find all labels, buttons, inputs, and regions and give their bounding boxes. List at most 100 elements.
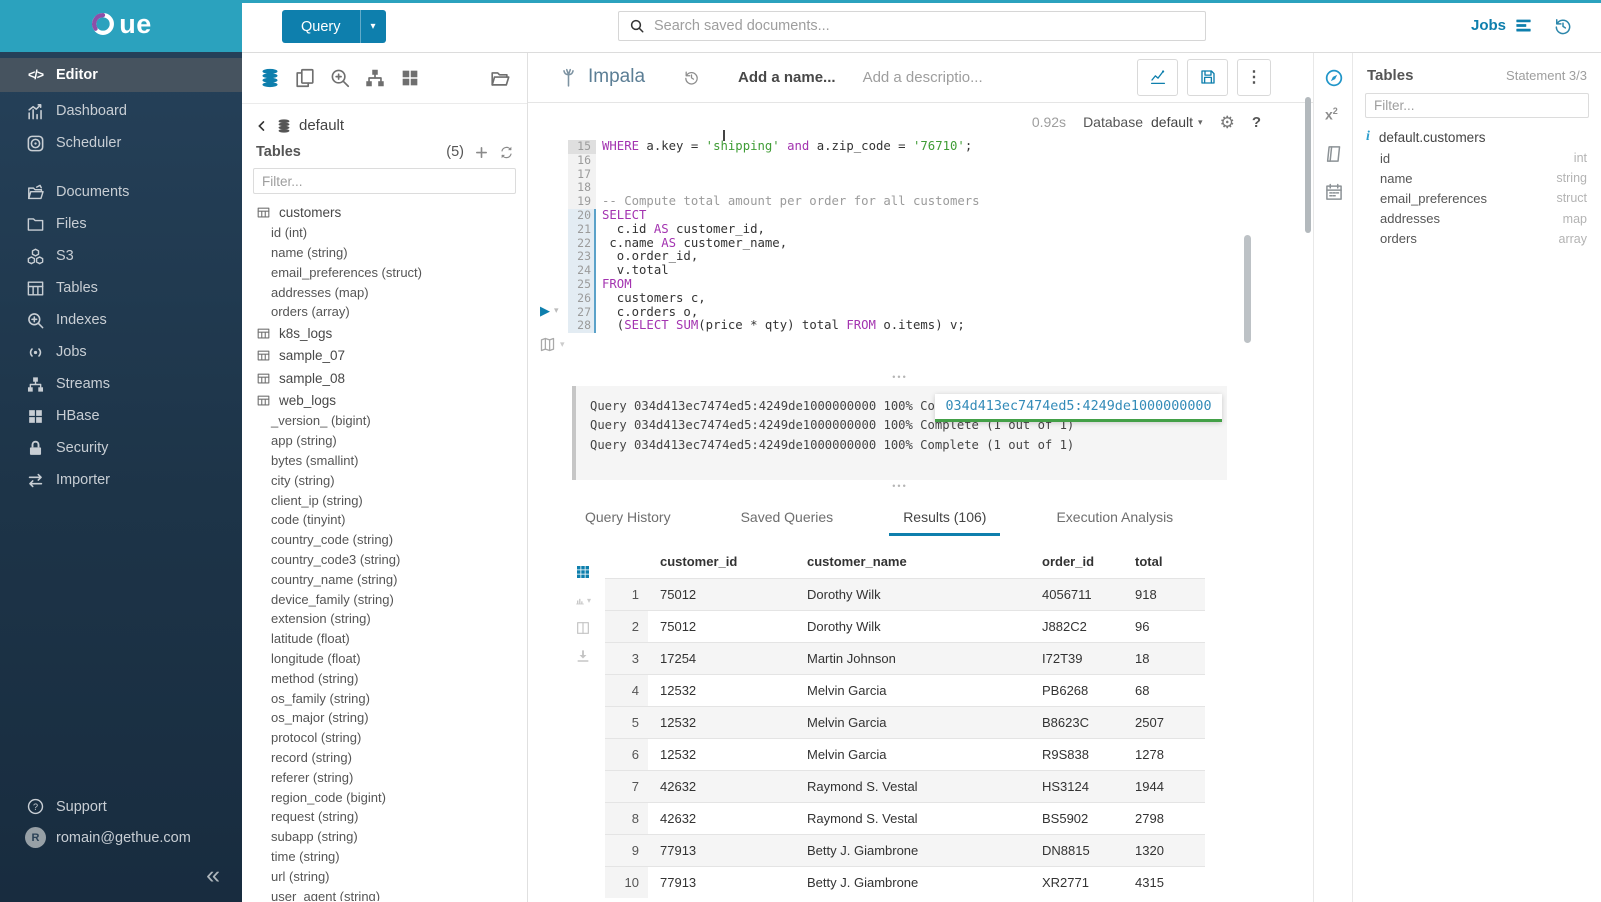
language-reference-icon[interactable] [1324,144,1344,164]
tab-execution-analysis[interactable]: Execution Analysis [1056,509,1174,525]
sidebar-item-dashboard[interactable]: Dashboard [0,95,242,127]
sidebar-item-security[interactable]: Security [0,432,242,464]
result-row[interactable]: 10 77913 Betty J. Giambrone XR2771 4315 [605,866,1205,898]
code-line-20[interactable]: 20 SELECT [568,208,1243,223]
add-table-icon[interactable] [474,145,489,160]
sidebar-item-streams[interactable]: Streams [0,368,242,400]
save-button[interactable] [1187,58,1228,96]
user-account[interactable]: R romain@gethue.com [0,822,242,853]
tab-query-history[interactable]: Query History [585,509,671,525]
apps-grid-icon[interactable] [399,67,421,89]
functions-icon[interactable]: x2 [1325,106,1338,123]
query-name-field[interactable]: Add a name... [738,68,836,86]
column-item[interactable]: referer (string) [271,769,354,785]
sidebar-item-editor[interactable]: </> Editor [0,58,242,92]
resize-handle-top[interactable]: ••• [892,372,908,382]
help-question-icon[interactable]: ? [1251,113,1261,131]
column-item[interactable]: extension (string) [271,611,371,627]
column-item[interactable]: subapp (string) [271,829,358,845]
result-row[interactable]: 2 75012 Dorothy Wilk J882C2 96 [605,610,1205,643]
sidebar-item-files[interactable]: Files [0,208,242,240]
code-line-28[interactable]: 28 (SELECT SUM(price * qty) total FROM o… [568,318,1243,334]
main-scrollbar[interactable] [1305,97,1311,233]
column-item[interactable]: longitude (float) [271,651,361,667]
table-item-sample_08[interactable]: sample_08 [242,367,527,389]
column-item[interactable]: addresses (map) [271,284,369,300]
column-item[interactable]: url (string) [271,868,330,884]
query-id-tooltip[interactable]: 034d413ec7474ed5:4249de1000000000 [935,394,1222,422]
search-input[interactable] [645,17,1205,35]
column-item[interactable]: method (string) [271,670,359,686]
sidebar-item-s3[interactable]: S3 [0,240,242,272]
code-line-23[interactable]: 23 o.order_id, [568,249,1243,265]
code-line-22[interactable]: 22 c.name AS customer_name, [568,236,1243,251]
search-plus-icon[interactable] [329,67,351,89]
column-item[interactable]: bytes (smallint) [271,453,359,469]
right-column-id[interactable]: id int [1353,148,1601,168]
code-line-19[interactable]: 19 -- Compute total amount per order for … [568,194,1243,209]
more-actions-button[interactable]: ⋮ [1237,58,1271,96]
column-item[interactable]: country_code (string) [271,532,394,548]
column-item[interactable]: name (string) [271,245,348,261]
sidebar-collapse-button[interactable]: « [206,861,220,889]
column-item[interactable]: time (string) [271,849,340,864]
right-filter-input[interactable] [1365,93,1589,118]
query-button[interactable]: Query ▾ [282,10,386,43]
table-item-sample_07[interactable]: sample_07 [242,345,527,367]
column-item[interactable]: id (int) [271,225,308,241]
editor-scrollbar[interactable] [1244,235,1251,343]
grid-view-icon[interactable] [575,564,591,580]
table-item-k8s_logs[interactable]: k8s_logs [242,322,527,344]
column-item[interactable]: region_code (bigint) [271,789,386,805]
result-row[interactable]: 3 17254 Martin Johnson I72T39 18 [605,642,1205,675]
code-line-15[interactable]: 15 WHERE a.key = 'shipping' and a.zip_cod… [568,139,1243,154]
tab-saved-queries[interactable]: Saved Queries [740,509,834,525]
column-header-order_id[interactable]: order_id [1042,553,1095,569]
database-selector[interactable]: Database default ▾ [1083,114,1203,130]
columns-view-icon[interactable] [575,620,591,636]
active-table-item[interactable]: i default.customers [1353,118,1601,148]
column-item[interactable]: _version_ (bigint) [271,413,371,429]
schedule-icon[interactable] [1324,182,1344,202]
result-row[interactable]: 9 77913 Betty J. Giambrone DN8815 1320 [605,834,1205,867]
right-column-email_preferences[interactable]: email_preferences struct [1353,188,1601,208]
result-row[interactable]: 1 75012 Dorothy Wilk 4056711 918 [605,578,1205,611]
history-icon[interactable] [1553,16,1573,36]
code-line-16[interactable]: 16 [568,153,1243,168]
column-item[interactable]: orders (array) [271,304,350,320]
folder-open-icon[interactable] [489,67,511,89]
column-item[interactable]: user_agent (string) [271,888,381,901]
column-header-customer_name[interactable]: customer_name [807,553,907,569]
column-item[interactable]: request (string) [271,809,359,825]
sql-editor[interactable]: 15 WHERE a.key = 'shipping' and a.zip_cod… [568,130,1243,334]
code-line-27[interactable]: 27 c.orders o, [568,305,1243,320]
sidebar-item-importer[interactable]: Importer [0,464,242,496]
column-item[interactable]: country_name (string) [271,571,398,587]
table-filter-input[interactable] [253,168,516,194]
column-item[interactable]: client_ip (string) [271,492,363,508]
result-row[interactable]: 7 42632 Raymond S. Vestal HS3124 1944 [605,770,1205,803]
column-item[interactable]: os_family (string) [271,690,370,706]
sitemap-icon[interactable] [364,67,386,89]
column-item[interactable]: email_preferences (struct) [271,264,422,280]
hue-logo[interactable]: ue [0,0,242,52]
code-line-26[interactable]: 26 customers c, [568,291,1243,306]
right-column-orders[interactable]: orders array [1353,229,1601,249]
code-line-25[interactable]: 25 FROM [568,277,1243,292]
code-line-21[interactable]: 21 c.id AS customer_id, [568,222,1243,237]
sidebar-item-scheduler[interactable]: Scheduler [0,127,242,159]
code-line-24[interactable]: 24 v.total [568,263,1243,278]
query-history-icon[interactable] [683,69,700,86]
sidebar-item-indexes[interactable]: Indexes [0,304,242,336]
right-column-name[interactable]: name string [1353,168,1601,188]
query-dropdown-caret[interactable]: ▾ [359,10,386,43]
documents-copy-icon[interactable] [294,67,316,89]
jobs-link[interactable]: Jobs [1471,16,1533,35]
database-breadcrumb[interactable]: default [242,104,527,139]
databases-icon[interactable] [259,67,281,89]
column-item[interactable]: app (string) [271,433,337,449]
column-item[interactable]: city (string) [271,472,335,488]
back-chevron-icon[interactable] [255,119,269,133]
code-line-17[interactable]: 17 [568,167,1243,182]
sidebar-item-hbase[interactable]: HBase [0,400,242,432]
